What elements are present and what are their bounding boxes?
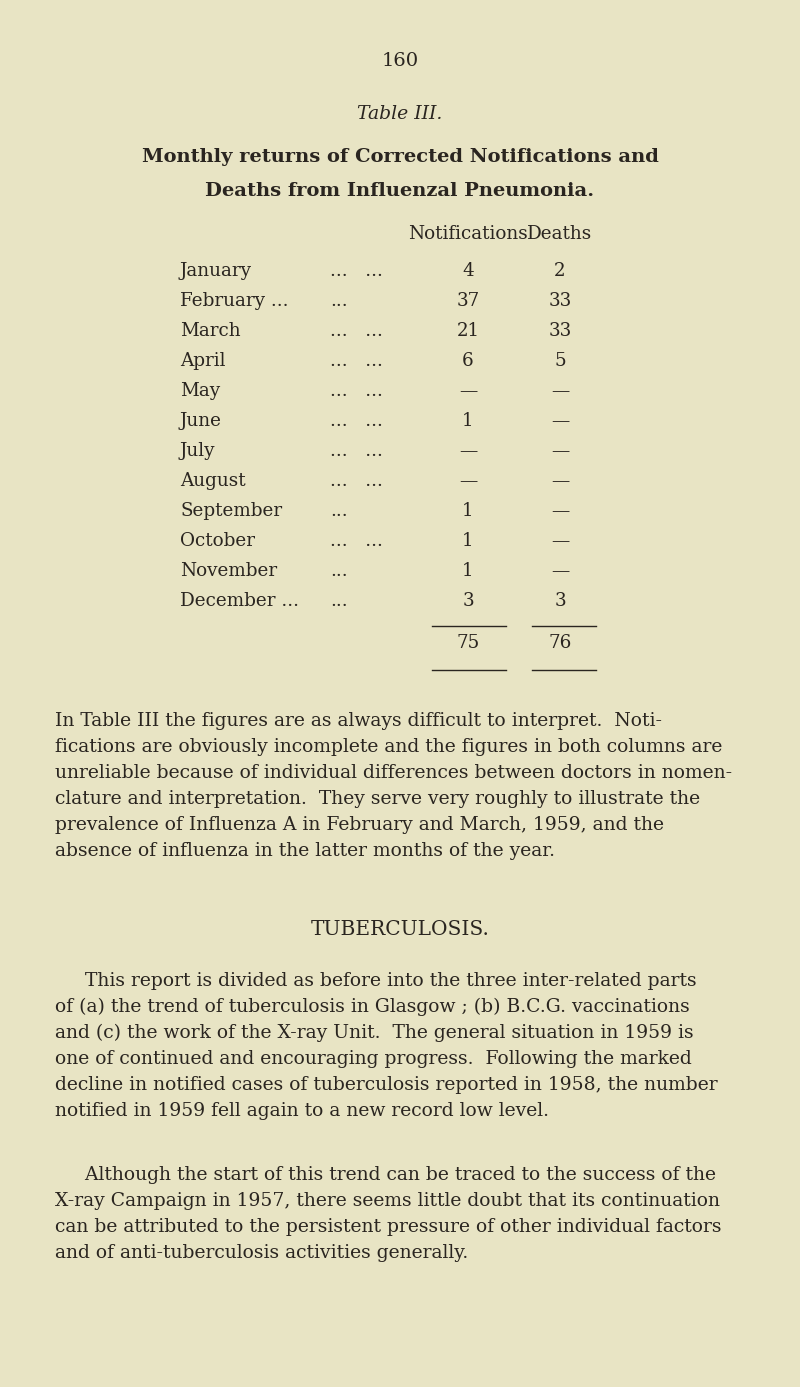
Text: This report is divided as before into the three inter-related parts: This report is divided as before into th…: [55, 972, 697, 990]
Text: 4: 4: [462, 262, 474, 280]
Text: 21: 21: [457, 322, 479, 340]
Text: 3: 3: [462, 592, 474, 610]
Text: February ...: February ...: [180, 293, 289, 311]
Text: ...: ...: [330, 502, 348, 520]
Text: Table III.: Table III.: [358, 105, 442, 123]
Text: March: March: [180, 322, 241, 340]
Text: May: May: [180, 381, 220, 399]
Text: 160: 160: [382, 51, 418, 69]
Text: ...: ...: [330, 293, 348, 311]
Text: absence of influenza in the latter months of the year.: absence of influenza in the latter month…: [55, 842, 555, 860]
Text: ...   ...: ... ...: [330, 381, 383, 399]
Text: In Table III the figures are as always difficult to interpret.  Noti-: In Table III the figures are as always d…: [55, 712, 662, 730]
Text: 1: 1: [462, 562, 474, 580]
Text: September: September: [180, 502, 282, 520]
Text: November: November: [180, 562, 277, 580]
Text: 5: 5: [554, 352, 566, 370]
Text: June: June: [180, 412, 222, 430]
Text: X-ray Campaign in 1957, there seems little doubt that its continuation: X-ray Campaign in 1957, there seems litt…: [55, 1191, 720, 1209]
Text: one of continued and encouraging progress.  Following the marked: one of continued and encouraging progres…: [55, 1050, 692, 1068]
Text: TUBERCULOSIS.: TUBERCULOSIS.: [310, 920, 490, 939]
Text: Notifications: Notifications: [408, 225, 528, 243]
Text: 3: 3: [554, 592, 566, 610]
Text: ...: ...: [330, 592, 348, 610]
Text: prevalence of Influenza A in February and March, 1959, and the: prevalence of Influenza A in February an…: [55, 816, 664, 834]
Text: 6: 6: [462, 352, 474, 370]
Text: —: —: [459, 442, 477, 460]
Text: 1: 1: [462, 502, 474, 520]
Text: ...   ...: ... ...: [330, 412, 383, 430]
Text: Deaths from Influenzal Pneumonia.: Deaths from Influenzal Pneumonia.: [206, 182, 594, 200]
Text: ...: ...: [330, 562, 348, 580]
Text: ...   ...: ... ...: [330, 322, 383, 340]
Text: notified in 1959 fell again to a new record low level.: notified in 1959 fell again to a new rec…: [55, 1103, 549, 1119]
Text: April: April: [180, 352, 226, 370]
Text: July: July: [180, 442, 215, 460]
Text: 75: 75: [456, 634, 480, 652]
Text: —: —: [551, 412, 569, 430]
Text: 1: 1: [462, 412, 474, 430]
Text: 37: 37: [456, 293, 480, 311]
Text: fications are obviously incomplete and the figures in both columns are: fications are obviously incomplete and t…: [55, 738, 722, 756]
Text: 33: 33: [548, 322, 572, 340]
Text: ...   ...: ... ...: [330, 472, 383, 490]
Text: —: —: [551, 442, 569, 460]
Text: 2: 2: [554, 262, 566, 280]
Text: ...   ...: ... ...: [330, 442, 383, 460]
Text: —: —: [551, 562, 569, 580]
Text: —: —: [551, 533, 569, 551]
Text: decline in notified cases of tuberculosis reported in 1958, the number: decline in notified cases of tuberculosi…: [55, 1076, 718, 1094]
Text: can be attributed to the persistent pressure of other individual factors: can be attributed to the persistent pres…: [55, 1218, 722, 1236]
Text: 76: 76: [548, 634, 572, 652]
Text: Although the start of this trend can be traced to the success of the: Although the start of this trend can be …: [55, 1166, 716, 1184]
Text: December ...: December ...: [180, 592, 299, 610]
Text: —: —: [551, 502, 569, 520]
Text: clature and interpretation.  They serve very roughly to illustrate the: clature and interpretation. They serve v…: [55, 791, 700, 809]
Text: —: —: [551, 472, 569, 490]
Text: ...   ...: ... ...: [330, 352, 383, 370]
Text: and of anti-tuberculosis activities generally.: and of anti-tuberculosis activities gene…: [55, 1244, 468, 1262]
Text: and (c) the work of the X-ray Unit.  The general situation in 1959 is: and (c) the work of the X-ray Unit. The …: [55, 1024, 694, 1042]
Text: 33: 33: [548, 293, 572, 311]
Text: ...   ...: ... ...: [330, 262, 383, 280]
Text: ...   ...: ... ...: [330, 533, 383, 551]
Text: 1: 1: [462, 533, 474, 551]
Text: of (a) the trend of tuberculosis in Glasgow ; (b) B.C.G. vaccinations: of (a) the trend of tuberculosis in Glas…: [55, 999, 690, 1017]
Text: October: October: [180, 533, 255, 551]
Text: Monthly returns of Corrected Notifications and: Monthly returns of Corrected Notificatio…: [142, 148, 658, 166]
Text: —: —: [459, 381, 477, 399]
Text: Deaths: Deaths: [527, 225, 593, 243]
Text: —: —: [459, 472, 477, 490]
Text: August: August: [180, 472, 246, 490]
Text: January: January: [180, 262, 252, 280]
Text: unreliable because of individual differences between doctors in nomen-: unreliable because of individual differe…: [55, 764, 732, 782]
Text: —: —: [551, 381, 569, 399]
